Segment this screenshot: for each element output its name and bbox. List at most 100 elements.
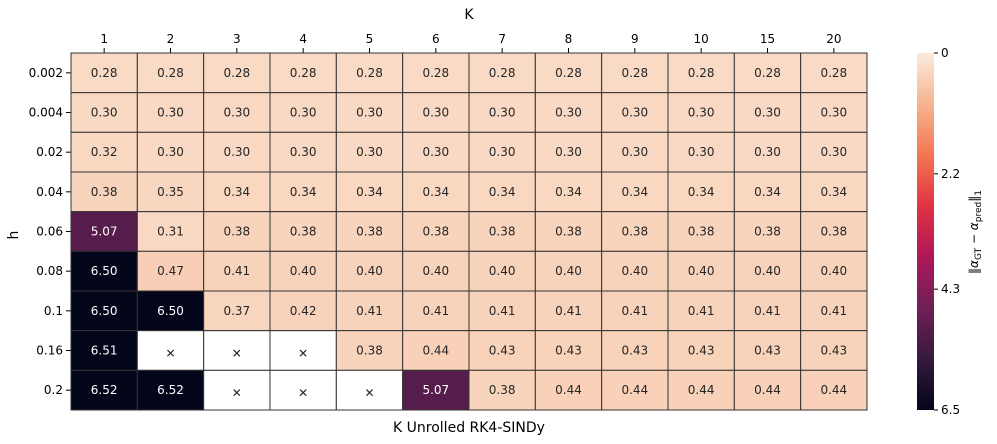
y-tick-labels: 0.002 0.004 0.02 0.04 0.06 0.08 0.1 0.16 0.2 xyxy=(29,66,71,397)
cell-value-label: 0.40 xyxy=(820,264,847,278)
cell-value-label: 0.28 xyxy=(820,66,847,80)
missing-marker: ✕ xyxy=(232,386,242,400)
y-tick-label: 0.04 xyxy=(36,185,63,199)
cell-value-label: 0.34 xyxy=(688,185,715,199)
cell-value-label: 0.38 xyxy=(422,225,449,239)
cell-value-label: 0.30 xyxy=(223,145,250,159)
heatmap-cell xyxy=(203,92,271,133)
cell-value-label: 0.30 xyxy=(489,145,516,159)
cell-value-label: 5.07 xyxy=(91,225,118,239)
heatmap-cell xyxy=(402,290,470,332)
heatmap-cell xyxy=(136,92,205,133)
x-tick-label: 10 xyxy=(694,32,709,46)
cell-value-label: 0.41 xyxy=(223,264,250,278)
heatmap-cell xyxy=(335,369,404,411)
heatmap-cell xyxy=(269,330,337,371)
heatmap-cell xyxy=(136,131,205,173)
heatmap-cell xyxy=(335,290,404,332)
heatmap-cell xyxy=(269,290,337,332)
heatmap-cell xyxy=(269,52,337,94)
colorbar-tick-label: 4.3 xyxy=(941,282,960,296)
heatmap-cells xyxy=(70,52,868,411)
cell-value-label: 0.40 xyxy=(290,264,317,278)
x-tick-label: 3 xyxy=(233,32,241,46)
heatmap-cell xyxy=(269,211,337,252)
cell-value-label: 0.30 xyxy=(422,106,449,120)
cell-value-label: 0.30 xyxy=(157,106,184,120)
cell-value-label: 0.30 xyxy=(688,145,715,159)
colorbar-tick-label: 2.2 xyxy=(941,167,960,181)
cell-value-label: 0.34 xyxy=(820,185,847,199)
heatmap-cell xyxy=(800,92,868,133)
heatmap-cell xyxy=(800,369,868,411)
cell-value-label: 0.38 xyxy=(555,225,582,239)
heatmap-cell xyxy=(269,171,337,213)
y-tick-label: 0.06 xyxy=(36,225,63,239)
heatmap-cell xyxy=(70,369,138,411)
cell-value-label: 0.41 xyxy=(555,304,582,318)
missing-marker: ✕ xyxy=(165,347,175,361)
cell-value-label: 0.38 xyxy=(489,383,516,397)
cell-value-label: 0.38 xyxy=(356,344,383,358)
colorbar xyxy=(917,53,934,410)
cell-value-label: 0.34 xyxy=(621,185,648,199)
heatmap-cell xyxy=(534,250,603,292)
cell-value-label: 0.30 xyxy=(820,145,847,159)
x-tick-label: 15 xyxy=(760,32,775,46)
cell-value-label: 0.40 xyxy=(489,264,516,278)
cell-value-label: 0.47 xyxy=(157,264,184,278)
x-tick-label: 8 xyxy=(565,32,573,46)
cell-value-label: 0.34 xyxy=(489,185,516,199)
heatmap-cell xyxy=(269,369,337,411)
heatmap-cell xyxy=(70,171,138,213)
missing-marker: ✕ xyxy=(298,386,308,400)
missing-marker: ✕ xyxy=(232,347,242,361)
heatmap-cell xyxy=(335,171,404,213)
heatmap-cell xyxy=(402,211,470,252)
cell-value-label: 0.30 xyxy=(91,106,118,120)
heatmap-cell xyxy=(203,369,271,411)
cell-value-label: 0.28 xyxy=(621,66,648,80)
heatmap-cell xyxy=(667,330,735,371)
cell-value-label: 0.41 xyxy=(688,304,715,318)
cell-value-label: 0.30 xyxy=(489,106,516,120)
heatmap-cell xyxy=(468,330,536,371)
cell-value-label: 0.30 xyxy=(290,106,317,120)
cell-value-label: 0.44 xyxy=(621,383,648,397)
cell-value-label: 0.35 xyxy=(157,185,184,199)
cell-value-label: 0.30 xyxy=(555,145,582,159)
cell-value-label: 0.43 xyxy=(489,344,516,358)
heatmap-cell xyxy=(402,369,470,411)
cell-value-label: 0.30 xyxy=(555,106,582,120)
heatmap-cell xyxy=(70,250,138,292)
cell-value-label: 0.40 xyxy=(754,264,781,278)
cell-value-label: 0.38 xyxy=(91,185,118,199)
cell-value-label: 0.38 xyxy=(290,225,317,239)
cell-value-label: 0.44 xyxy=(754,383,781,397)
heatmap-cell xyxy=(203,52,271,94)
cell-value-label: 0.41 xyxy=(489,304,516,318)
cell-value-label: 0.31 xyxy=(157,225,184,239)
missing-marker: ✕ xyxy=(364,386,374,400)
x-tick-label: 7 xyxy=(498,32,506,46)
cell-value-label: 0.30 xyxy=(356,106,383,120)
cell-value-label: 0.43 xyxy=(555,344,582,358)
heatmap-cell xyxy=(468,171,536,213)
cell-value-label: 0.30 xyxy=(754,106,781,120)
x-tick-label: 20 xyxy=(826,32,841,46)
y-tick-label: 0.16 xyxy=(36,344,63,358)
x-axis-top-label: K xyxy=(464,7,474,23)
cell-value-label: 0.38 xyxy=(688,225,715,239)
heatmap-cell xyxy=(800,131,868,173)
heatmap-cell xyxy=(733,369,802,411)
colorbar-label: ‖αGT − αpred‖1 xyxy=(967,190,984,274)
cell-value-label: 0.43 xyxy=(754,344,781,358)
heatmap-cell xyxy=(733,330,802,371)
cell-value-label: 0.34 xyxy=(356,185,383,199)
cell-value-label: 0.30 xyxy=(290,145,317,159)
heatmap-cell xyxy=(800,290,868,332)
cell-value-label: 0.40 xyxy=(555,264,582,278)
x-tick-label: 5 xyxy=(366,32,374,46)
cell-value-label: 0.34 xyxy=(754,185,781,199)
